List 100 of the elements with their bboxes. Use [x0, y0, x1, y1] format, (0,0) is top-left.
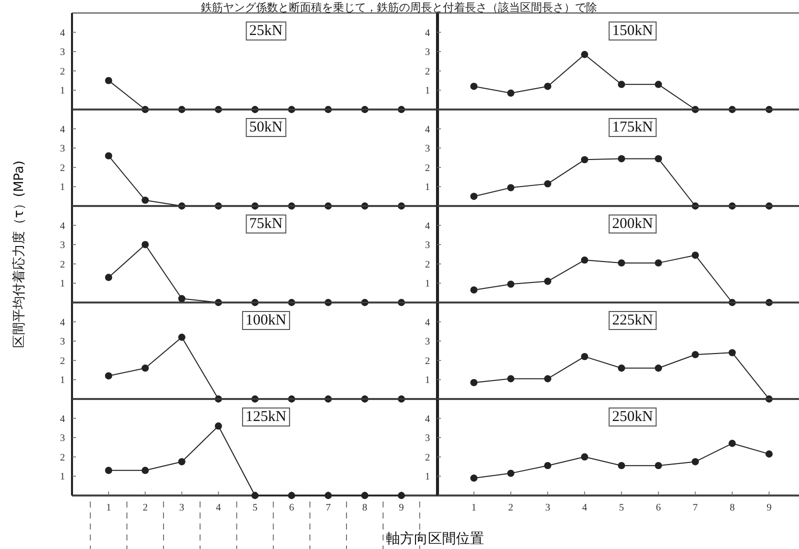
point: [618, 462, 626, 470]
point: [470, 378, 478, 386]
y-tick-label: 1: [60, 472, 65, 483]
point: [728, 349, 736, 356]
y-tick-label: 3: [425, 240, 430, 252]
point: [581, 50, 588, 58]
text: 200kN: [612, 216, 654, 232]
x-tick-label: 6: [289, 502, 294, 514]
y-axis-title: 区間平均付着応力度（τ）(MPa): [11, 160, 27, 348]
y-tick-label: 1: [425, 472, 430, 483]
y-tick-label: 3: [60, 47, 65, 58]
y-tick-label: 1: [60, 375, 65, 386]
point: [142, 364, 149, 372]
x-tick-label: 3: [179, 502, 184, 514]
point: [544, 180, 552, 188]
x-tick-label: 5: [619, 502, 624, 514]
y-tick-label: 2: [425, 162, 430, 174]
y-tick-label: 2: [60, 162, 65, 174]
x-tick-label: 9: [766, 502, 772, 514]
text: 50kN: [249, 120, 283, 136]
x-tick-label: 9: [398, 502, 404, 514]
y-tick-label: 4: [425, 28, 430, 39]
point: [507, 470, 514, 477]
point: [288, 492, 296, 500]
y-tick-label: 4: [425, 124, 430, 136]
point: [618, 80, 626, 88]
point: [654, 364, 662, 372]
point: [507, 184, 514, 192]
x-tick-label: 8: [730, 502, 735, 514]
point: [618, 259, 626, 267]
y-tick-label: 2: [425, 356, 430, 367]
annotation: 鉄筋ヤング係数と断面積を乗じて，鉄筋の周長と付着長さ（該当区間長さ）で除: [201, 1, 597, 14]
y-tick-label: 2: [425, 66, 430, 78]
point: [105, 274, 112, 282]
point: [105, 466, 112, 474]
point: [692, 458, 699, 466]
point: [544, 462, 552, 470]
point: [654, 155, 662, 162]
x-tick-label: 4: [582, 502, 588, 514]
y-tick-label: 3: [60, 144, 65, 155]
point: [470, 474, 478, 482]
point: [544, 278, 552, 285]
point: [507, 89, 514, 97]
point: [178, 334, 186, 341]
point: [142, 196, 149, 204]
x-tick-label: 7: [326, 502, 331, 514]
text: 225kN: [612, 312, 654, 328]
point: [581, 352, 588, 360]
y-tick-label: 4: [60, 124, 65, 136]
point: [142, 466, 149, 474]
x-tick-label: 7: [692, 502, 698, 514]
x-tick-label: 1: [471, 502, 476, 514]
y-tick-label: 3: [425, 47, 430, 58]
point: [654, 80, 662, 88]
point: [470, 82, 478, 90]
point: [251, 492, 259, 500]
point: [618, 155, 626, 162]
point: [214, 422, 222, 430]
point: [470, 286, 478, 294]
x-tick-label: 3: [545, 502, 550, 514]
y-tick-label: 2: [60, 452, 65, 464]
y-tick-label: 2: [60, 259, 65, 270]
y-tick-label: 4: [60, 28, 65, 39]
point: [581, 453, 588, 460]
y-tick-label: 3: [425, 336, 430, 348]
x-tick-label: 4: [216, 502, 221, 514]
y-tick-label: 3: [60, 433, 65, 444]
y-tick-label: 1: [60, 86, 65, 97]
point: [507, 375, 514, 382]
text: 100kN: [246, 312, 287, 328]
y-tick-label: 4: [425, 220, 430, 232]
point: [105, 152, 112, 160]
y-tick-label: 3: [60, 240, 65, 252]
text: 25kN: [249, 23, 283, 39]
y-tick-label: 4: [60, 414, 65, 425]
y-tick-label: 1: [425, 375, 430, 386]
point: [142, 241, 149, 248]
y-tick-label: 2: [60, 66, 65, 78]
y-tick-label: 4: [60, 317, 65, 328]
point: [470, 192, 478, 200]
x-axis-title: 軸方向区間位置: [386, 531, 484, 547]
y-tick-label: 1: [60, 278, 65, 290]
text: 125kN: [246, 409, 287, 425]
text: 150kN: [612, 23, 654, 39]
point: [398, 492, 405, 500]
point: [692, 351, 699, 358]
y-tick-label: 2: [425, 259, 430, 270]
y-tick-label: 3: [425, 144, 430, 155]
y-tick-label: 1: [425, 182, 430, 194]
x-tick-label: 6: [656, 502, 661, 514]
point: [728, 440, 736, 447]
y-tick-label: 3: [425, 433, 430, 444]
y-tick-label: 3: [60, 336, 65, 348]
point: [544, 82, 552, 90]
x-tick-label: 5: [252, 502, 258, 514]
text: 250kN: [612, 409, 654, 425]
point: [361, 492, 368, 500]
x-tick-label: 8: [362, 502, 368, 514]
point: [692, 252, 699, 259]
y-tick-label: 1: [60, 182, 65, 194]
